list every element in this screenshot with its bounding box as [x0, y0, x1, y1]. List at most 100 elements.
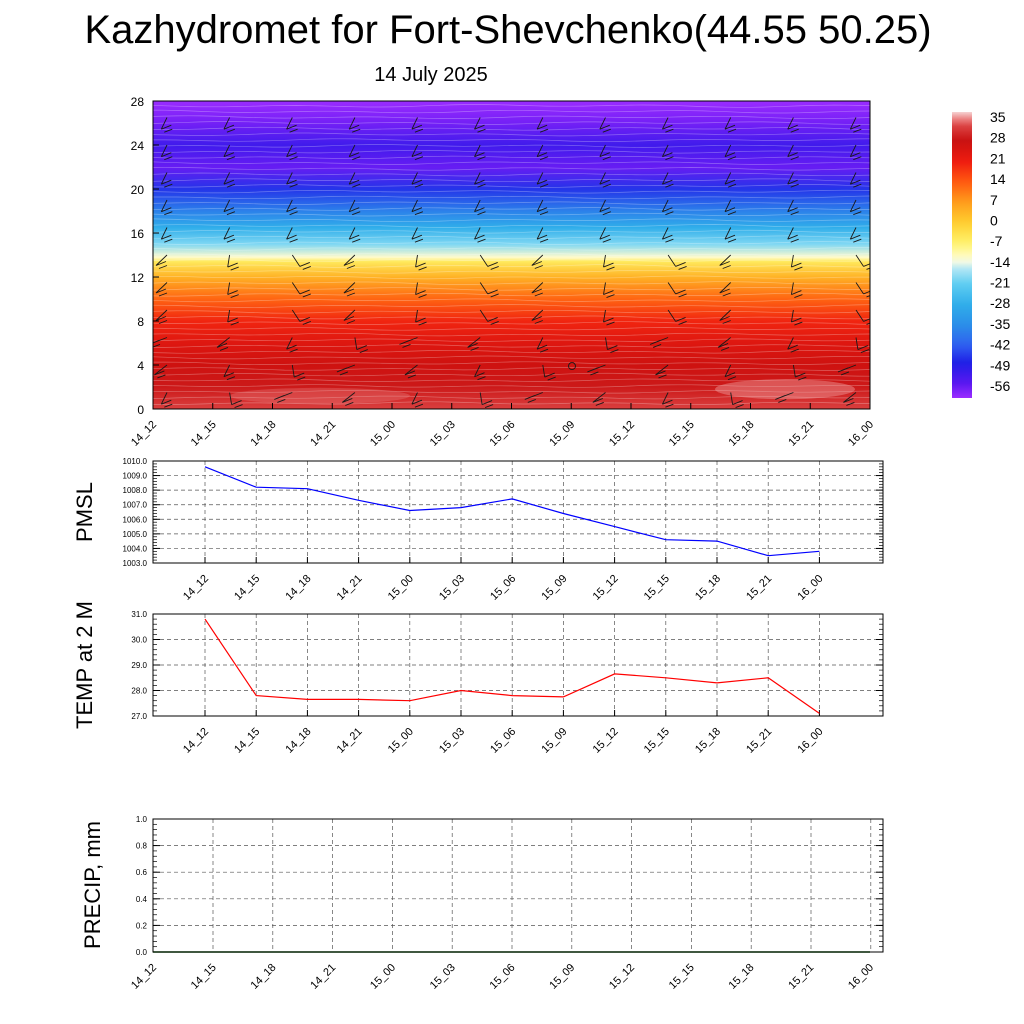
y-tick-label: 29.0	[131, 661, 147, 670]
x-tick-label: 15_03	[437, 573, 467, 603]
x-tick-label: 15_03	[428, 419, 458, 449]
wind-barb	[404, 364, 418, 379]
wind-barb	[474, 172, 486, 188]
contour-line	[153, 201, 870, 205]
wind-barb	[667, 282, 687, 298]
wind-barb	[787, 337, 799, 353]
contour-line	[153, 281, 870, 285]
wind-barb	[286, 337, 298, 353]
contour-line	[153, 104, 870, 108]
wind-barb	[223, 364, 236, 381]
wind-barb	[474, 117, 486, 133]
wind-barb	[724, 227, 737, 243]
contour-line	[153, 212, 870, 217]
x-tick-label: 16_00	[846, 962, 876, 992]
contour-line	[153, 109, 870, 114]
wind-barb	[536, 227, 549, 243]
wind-barb	[474, 227, 486, 243]
contour-line	[153, 327, 870, 331]
contour-line	[153, 161, 870, 165]
contour-line	[153, 361, 870, 365]
contour-line	[153, 126, 870, 131]
y-tick-label: 0.4	[136, 895, 148, 904]
chart-subtitle: 14 July 2025	[374, 64, 488, 86]
y-tick-label: 1004.0	[123, 544, 148, 553]
wind-barb	[849, 172, 862, 188]
y-axis-label: PMSL	[72, 482, 97, 542]
x-tick-label: 15_09	[539, 573, 569, 603]
colorbar-label: 35	[990, 109, 1006, 125]
x-tick-label: 14_15	[189, 419, 219, 449]
y-tick-label: 8	[137, 315, 144, 329]
x-tick-label: 15_12	[607, 419, 637, 449]
x-tick-label: 15_09	[547, 962, 577, 992]
wind-barb	[160, 227, 173, 243]
x-tick-label: 14_12	[181, 726, 211, 756]
wind-barb	[343, 254, 356, 269]
wind-barb	[524, 392, 543, 403]
wind-barb	[291, 309, 311, 325]
x-tick-label: 14_15	[232, 726, 262, 756]
wind-barb	[661, 392, 674, 408]
wind-barb	[479, 309, 499, 325]
wind-barb	[348, 117, 361, 133]
wind-barb	[411, 144, 424, 161]
y-tick-label: 27.0	[131, 712, 147, 721]
x-tick-label: 14_21	[335, 573, 365, 603]
contour-line	[153, 269, 870, 274]
contour-line	[153, 229, 870, 234]
contour-line	[153, 287, 870, 291]
x-tick-label: 15_03	[428, 962, 458, 992]
colorbar-label: 14	[990, 171, 1006, 187]
x-tick-label: 15_12	[591, 573, 621, 603]
x-tick-label: 15_18	[727, 962, 757, 992]
wind-barb	[730, 392, 744, 409]
y-tick-label: 1008.0	[123, 486, 148, 495]
wind-barb	[536, 144, 549, 161]
wind-barb	[724, 364, 737, 381]
wind-barb	[531, 254, 544, 269]
x-tick-label: 14_21	[308, 419, 338, 449]
x-tick-label: 14_12	[129, 419, 159, 449]
contour-line	[153, 355, 870, 360]
wind-barb	[411, 199, 424, 216]
contour-line	[153, 349, 870, 354]
x-tick-label: 15_21	[744, 726, 774, 756]
x-tick-label: 15_06	[488, 962, 518, 992]
x-tick-label: 15_21	[786, 419, 816, 449]
wind-barb	[587, 364, 606, 376]
wind-barb	[849, 117, 862, 133]
wind-barb	[605, 337, 619, 354]
contour-line	[153, 252, 870, 257]
wind-barb	[223, 117, 236, 133]
wind-barb	[348, 227, 361, 243]
wind-barb	[661, 117, 674, 133]
contour-line	[153, 172, 870, 177]
wind-barb	[154, 364, 168, 379]
contour-line	[153, 235, 870, 240]
x-tick-label: 15_12	[607, 962, 637, 992]
wind-barb	[160, 172, 173, 188]
contour-line	[153, 304, 870, 308]
x-tick-label: 15_00	[386, 573, 416, 603]
wind-barb	[724, 117, 737, 133]
wind-barb	[415, 254, 427, 271]
colorbar-label: -56	[990, 378, 1010, 394]
wind-barb	[719, 309, 732, 324]
wind-barb	[855, 254, 870, 270]
contour-line	[153, 218, 870, 223]
x-tick-label: 14_18	[249, 962, 279, 992]
wind-barb	[787, 199, 799, 216]
wind-barb	[160, 144, 173, 161]
y-tick-label: 1006.0	[123, 515, 148, 524]
wind-barb	[855, 337, 870, 354]
x-tick-label: 15_09	[539, 726, 569, 756]
contour-line	[153, 338, 870, 342]
y-axis-label: PRECIP, mm	[80, 821, 105, 949]
wind-barb	[599, 117, 611, 133]
y-tick-label: 0.8	[136, 842, 148, 851]
contour-line	[153, 378, 870, 382]
wind-barb	[343, 282, 356, 297]
colorbar-label: 7	[990, 192, 998, 208]
